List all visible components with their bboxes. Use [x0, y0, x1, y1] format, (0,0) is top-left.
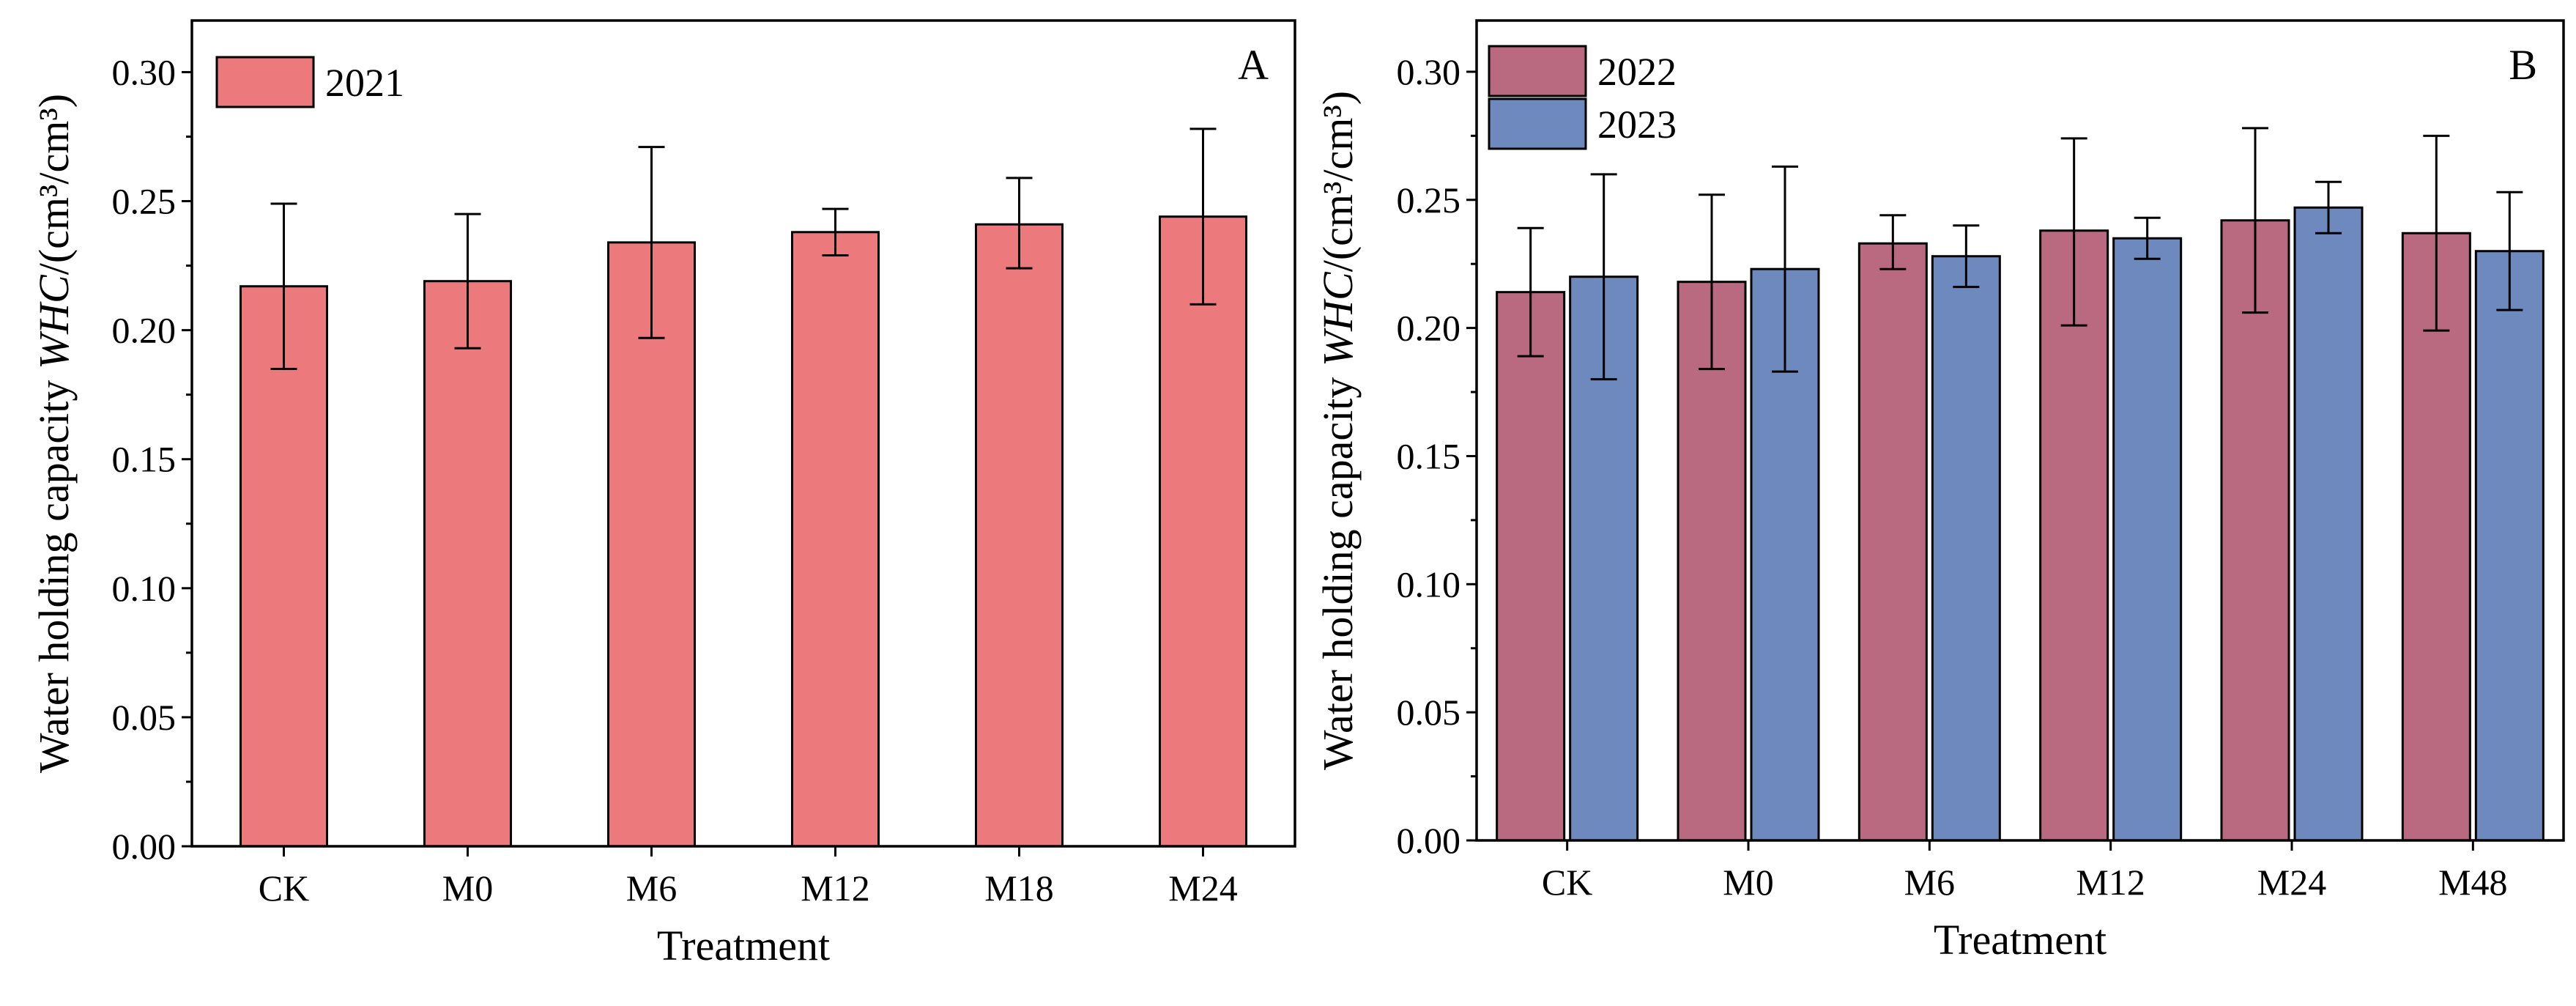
y-axis-title-prefix: Water holding capacity: [30, 369, 78, 773]
y-tick-label: 0.30: [1397, 51, 1461, 92]
y-axis-title-whc: WHC: [30, 274, 78, 369]
bar-2022-M12: [2039, 229, 2109, 842]
plot-frame: [1475, 19, 2565, 842]
y-axis-title-prefix: Water holding capacity: [1314, 366, 1362, 770]
x-tick-label-M24: M24: [1168, 868, 1237, 909]
y-tick-label: 0.30: [112, 51, 177, 92]
bar-2023-M12: [2112, 237, 2183, 842]
legend-swatch-2023: [1488, 97, 1587, 150]
y-tick-label: 0.25: [1397, 180, 1461, 221]
bar-2023-M24: [2293, 206, 2364, 842]
bar-2021-M12: [791, 231, 880, 848]
y-axis-title-unit: /(cm³/cm³): [1314, 91, 1362, 272]
chart-panel-A: 0.00 0.05 0.10 0.15 0.20 0.25 0.30 CK M0 M6 M12 M18…: [30, 19, 1296, 969]
y-tick-label: 0.20: [1397, 308, 1461, 349]
y-axis-title: Water holding capacity WHC/(cm³/cm³): [1314, 91, 1362, 770]
panel-label-B: B: [2509, 41, 2537, 89]
x-tick-label-CK: CK: [259, 868, 309, 909]
x-tick-label-M18: M18: [984, 868, 1053, 909]
bar-2022-CK: [1496, 291, 1566, 842]
bar-2023-M48: [2474, 250, 2545, 842]
bar-2021-CK: [240, 285, 328, 848]
x-tick-label-M12: M12: [801, 868, 869, 909]
x-tick-label-CK: CK: [1542, 862, 1592, 903]
legend-label-2021: 2021: [325, 61, 404, 105]
bar-2021-M0: [423, 280, 512, 848]
bar-2022-M48: [2401, 232, 2471, 842]
bar-2021-M18: [975, 223, 1064, 848]
y-axis-title: Water holding capacity WHC/(cm³/cm³): [30, 94, 78, 773]
y-tick-label: 0.05: [1397, 692, 1461, 733]
bar-2023-M6: [1931, 255, 2001, 842]
bar-2021-M6: [607, 241, 696, 848]
bar-2022-M24: [2220, 219, 2290, 842]
bar-2022-M6: [1857, 242, 1928, 842]
y-tick-label: 0.00: [1397, 820, 1461, 861]
x-tick-label-M48: M48: [2438, 862, 2507, 903]
y-tick-label: 0.00: [112, 826, 177, 867]
chart-panel-B: 0.00 0.05 0.10 0.15 0.20 0.25 0.30 CK M0 M6 M12 M24…: [1314, 19, 2565, 964]
y-tick-label: 0.15: [112, 439, 177, 480]
legend-label-2022: 2022: [1597, 50, 1677, 94]
x-axis-title: Treatment: [657, 922, 830, 969]
y-axis-title-unit: /(cm³/cm³): [30, 94, 78, 275]
plot-frame: [190, 19, 1296, 848]
legend-swatch-2021: [215, 56, 315, 108]
bar-2021-M24: [1159, 215, 1247, 848]
y-tick-label: 0.10: [1397, 563, 1461, 604]
x-axis-title: Treatment: [1934, 916, 2107, 964]
x-tick-label-M0: M0: [442, 868, 493, 909]
legend-label-2023: 2023: [1597, 103, 1677, 147]
legend-swatch-2022: [1488, 45, 1587, 97]
x-tick-label-M0: M0: [1723, 862, 1773, 903]
x-tick-label-M12: M12: [2076, 862, 2145, 903]
y-tick-label: 0.25: [112, 181, 177, 222]
panel-label-A: A: [1238, 41, 1269, 89]
y-tick-label: 0.15: [1397, 435, 1461, 476]
x-tick-label-M6: M6: [1904, 862, 1955, 903]
y-tick-label: 0.20: [112, 310, 177, 351]
bar-2022-M0: [1677, 281, 1747, 842]
x-tick-label-M24: M24: [2257, 862, 2326, 903]
y-axis-title-whc: WHC: [1314, 271, 1362, 366]
y-tick-label: 0.05: [112, 697, 177, 738]
y-tick-label: 0.10: [112, 568, 177, 609]
x-tick-label-M6: M6: [626, 868, 677, 909]
